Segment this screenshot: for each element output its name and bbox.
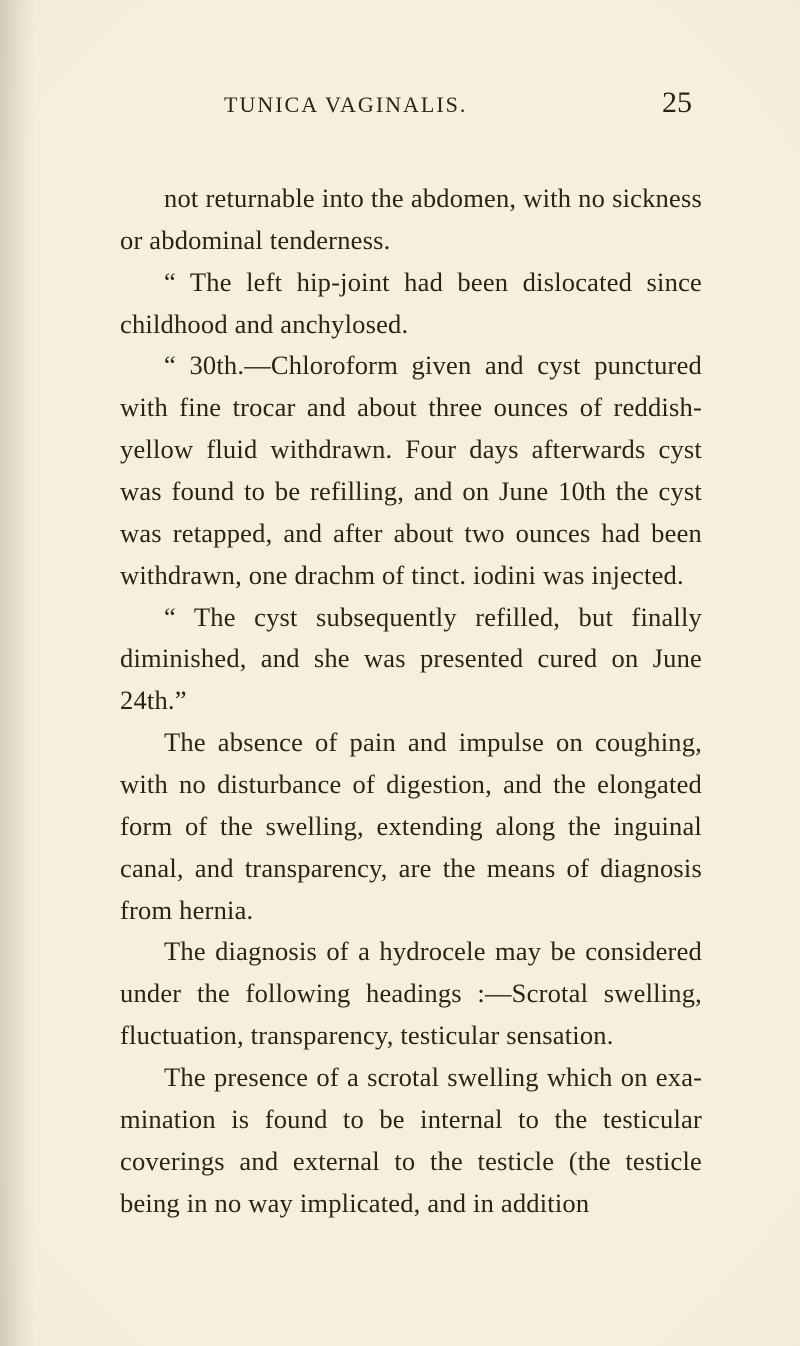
paragraph: “ The cyst subsequently refilled, but fi… [120,597,702,723]
paragraph: The presence of a scrotal swelling which… [120,1057,702,1224]
paragraph: The diagnosis of a hydrocele may be con­… [120,931,702,1057]
page-gutter-shadow [0,0,36,1346]
page-header: TUNICA VAGINALIS. 25 [120,86,702,120]
page-number: 25 [662,86,692,120]
paragraph: not returnable into the abdomen, with no… [120,178,702,262]
paragraph: “ The left hip-joint had been dislocated… [120,262,702,346]
book-page: TUNICA VAGINALIS. 25 not returnable into… [0,0,800,1346]
paragraph: “ 30th.—Chloroform given and cyst punctu… [120,345,702,596]
running-head: TUNICA VAGINALIS. [224,92,467,118]
body-text: not returnable into the abdomen, with no… [120,178,702,1224]
paragraph: The absence of pain and impulse on cough… [120,722,702,931]
